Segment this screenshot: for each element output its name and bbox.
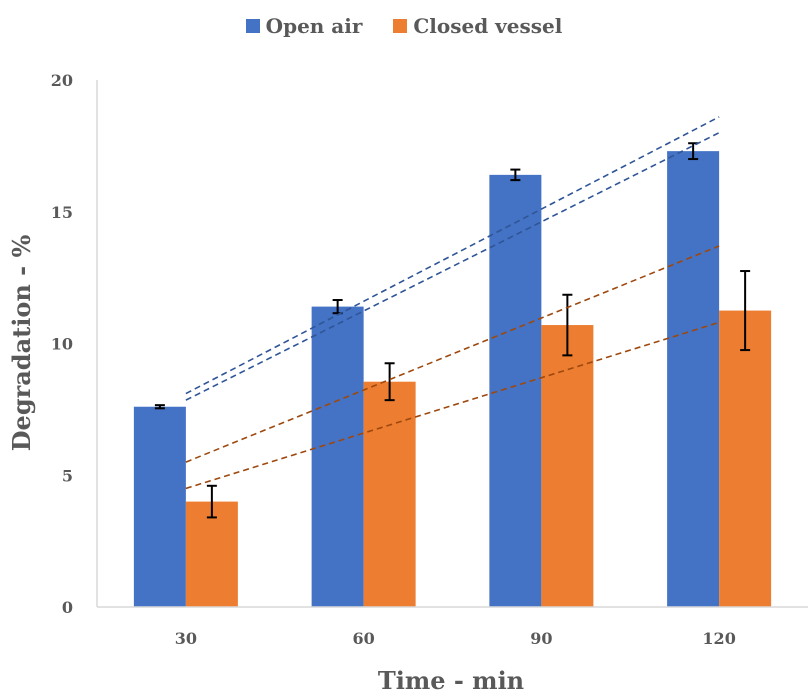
x-tick-label: 30 [175,629,197,648]
legend-item-open-air: Open air [245,14,363,38]
legend: Open air Closed vessel [0,14,808,38]
bars [133,151,772,608]
bar-closed-vessel [541,325,594,607]
bar-closed-vessel [363,381,416,607]
trendline [185,321,720,490]
error-bars [154,142,751,519]
error-bar [510,168,521,182]
bar-open-air [667,151,720,607]
legend-swatch-closed-vessel [393,19,408,33]
y-axis-ticks: 0 5 10 15 20 [51,71,73,617]
error-bar [562,293,573,357]
legend-label-closed-vessel: Closed vessel [413,14,563,38]
x-axis-ticks: 30 60 90 120 [175,629,736,648]
bar-closed-vessel [185,501,238,607]
x-tick-label: 60 [352,629,374,648]
trendlines [185,116,720,490]
y-tick-label: 15 [51,203,73,222]
bar-closed-vessel [719,310,772,607]
y-tick-label: 0 [62,598,73,617]
trendline [185,245,720,463]
error-bar [740,270,751,352]
y-axis-title: Degradation - % [7,235,36,452]
x-tick-label: 90 [530,629,552,648]
error-bar [154,404,165,410]
y-tick-label: 5 [62,466,73,485]
legend-swatch-open-air [245,19,260,33]
legend-item-closed-vessel: Closed vessel [393,14,562,38]
bar-open-air [133,406,186,607]
error-bar [206,484,217,519]
x-axis-title: Time - min [378,666,524,695]
bar-open-air [489,174,542,608]
trendline [185,116,720,395]
y-tick-label: 10 [51,335,73,354]
bar-open-air [311,306,364,607]
error-bar [384,362,395,402]
trendline [185,131,720,401]
legend-label-open-air: Open air [265,14,363,38]
x-tick-label: 120 [702,629,735,648]
y-tick-label: 20 [51,71,73,90]
